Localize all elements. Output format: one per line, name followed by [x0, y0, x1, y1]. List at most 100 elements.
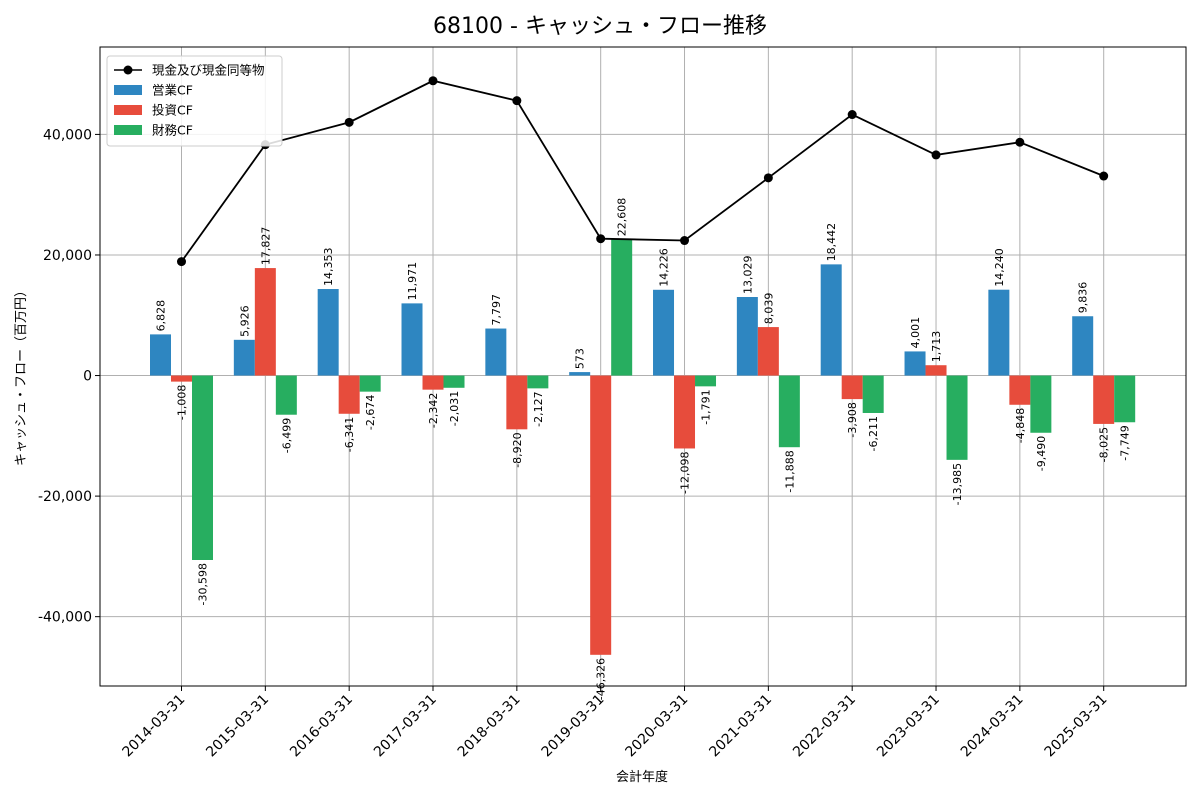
cash-line-point: [1099, 171, 1109, 181]
bar-investing: [757, 327, 779, 376]
bar-investing: [338, 375, 360, 414]
data-label: -12,098: [679, 451, 692, 493]
data-label: 7,797: [490, 294, 503, 326]
data-label: 6,828: [155, 300, 168, 332]
data-label: 14,240: [993, 248, 1006, 287]
y-tick-label: -20,000: [38, 489, 92, 505]
bar-investing: [254, 268, 276, 376]
data-label: -11,888: [783, 450, 796, 492]
bar-financing: [359, 375, 381, 392]
legend: 現金及び現金同等物 営業CF 投資CF 財務CF: [106, 55, 283, 147]
cash-line-point: [177, 257, 186, 267]
chart-title: 68100 - キャッシュ・フロー推移: [433, 14, 767, 39]
legend-label-cash: 現金及び現金同等物: [152, 63, 265, 78]
cash-line-point: [1015, 137, 1025, 147]
cash-line-point: [596, 234, 606, 244]
bar-investing: [506, 375, 528, 430]
legend-marker-swatch: [123, 65, 133, 75]
bar-investing: [422, 375, 444, 390]
x-tick-label: 2018-03-31: [455, 692, 524, 761]
bars: [150, 239, 1136, 655]
x-tick-label: 2022-03-31: [790, 692, 859, 761]
data-label: 13,029: [741, 255, 754, 294]
x-tick-label: 2021-03-31: [706, 692, 775, 761]
data-label: 22,608: [616, 198, 629, 237]
data-label: -9,490: [1035, 436, 1048, 471]
bar-operating: [736, 296, 758, 376]
data-label: 18,442: [825, 223, 838, 262]
bar-financing: [695, 375, 717, 387]
bar-investing: [171, 375, 192, 382]
data-label: 14,353: [322, 248, 335, 287]
data-label: -30,598: [197, 563, 210, 605]
data-label: 4,001: [909, 317, 922, 349]
bar-financing: [1030, 375, 1052, 433]
bar-operating: [1072, 316, 1094, 376]
plot-area: [99, 46, 1187, 687]
bar-investing: [674, 375, 696, 449]
data-label: -2,031: [448, 391, 461, 426]
cash-line-point: [344, 117, 354, 127]
cash-line: [177, 76, 1109, 267]
bar-operating: [569, 372, 591, 376]
data-labels: 6,828 5,926 14,353 11,971 7,797 573 14,226 13,0…: [155, 198, 1132, 701]
legend-label-operating: 営業CF: [152, 83, 193, 98]
x-tick-label: 2019-03-31: [539, 692, 608, 761]
bar-operating: [820, 264, 842, 376]
bar-financing: [192, 375, 213, 560]
bar-financing: [778, 375, 800, 448]
data-label: 17,827: [259, 227, 272, 266]
data-label: -3,908: [846, 402, 859, 437]
y-tick-label: 40,000: [43, 127, 92, 143]
data-label: 5,926: [238, 305, 251, 337]
data-label: -6,211: [867, 416, 880, 451]
legend-swatch-financing: [114, 125, 142, 135]
x-axis-label: 会計年度: [616, 769, 668, 785]
legend-box: [106, 55, 283, 147]
legend-label-financing: 財務CF: [152, 123, 193, 138]
bar-investing: [1009, 375, 1031, 405]
cash-line-point: [763, 173, 773, 183]
data-label: -4,848: [1014, 408, 1027, 443]
y-axis-label: キャッシュ・フロー（百万円）: [14, 284, 29, 466]
data-label: -2,674: [364, 395, 377, 430]
bar-financing: [527, 375, 549, 389]
data-label: -2,342: [427, 393, 440, 428]
x-tick-label: 2020-03-31: [622, 692, 691, 761]
bar-operating: [988, 289, 1010, 376]
x-tick-label: 2016-03-31: [287, 692, 356, 761]
data-label: -7,749: [1119, 425, 1132, 460]
data-label: -6,341: [343, 417, 356, 452]
bar-investing: [1093, 375, 1115, 424]
bar-operating: [653, 289, 675, 376]
data-label: -13,985: [951, 463, 964, 505]
data-label: 1,713: [930, 331, 943, 363]
data-label: 573: [574, 348, 587, 369]
data-label: -6,499: [280, 418, 293, 453]
y-tick-label: 20,000: [43, 248, 92, 264]
bar-operating: [904, 351, 926, 376]
y-tick-label: -40,000: [38, 610, 92, 626]
x-tick-label: 2014-03-31: [119, 692, 188, 761]
legend-swatch-operating: [114, 85, 142, 95]
x-tick-label: 2025-03-31: [1042, 692, 1111, 761]
cash-line-path: [180, 79, 1105, 263]
x-tick-label: 2023-03-31: [874, 692, 943, 761]
x-tick-label: 2017-03-31: [371, 692, 440, 761]
bar-financing: [611, 239, 633, 376]
data-label: 9,836: [1077, 282, 1090, 314]
data-label: -2,127: [532, 391, 545, 426]
data-label: 11,971: [406, 262, 419, 301]
bar-operating: [485, 328, 507, 376]
bar-financing: [1114, 375, 1136, 423]
bar-financing: [862, 375, 884, 413]
data-label: 14,226: [658, 248, 671, 287]
cash-line-point: [512, 96, 522, 106]
legend-label-investing: 投資CF: [152, 103, 193, 118]
x-tick-label: 2015-03-31: [203, 692, 272, 761]
y-tick-label: 0: [83, 369, 92, 385]
bar-operating: [233, 339, 255, 376]
data-label: -8,920: [511, 432, 524, 467]
x-tick-label: 2024-03-31: [958, 692, 1027, 761]
